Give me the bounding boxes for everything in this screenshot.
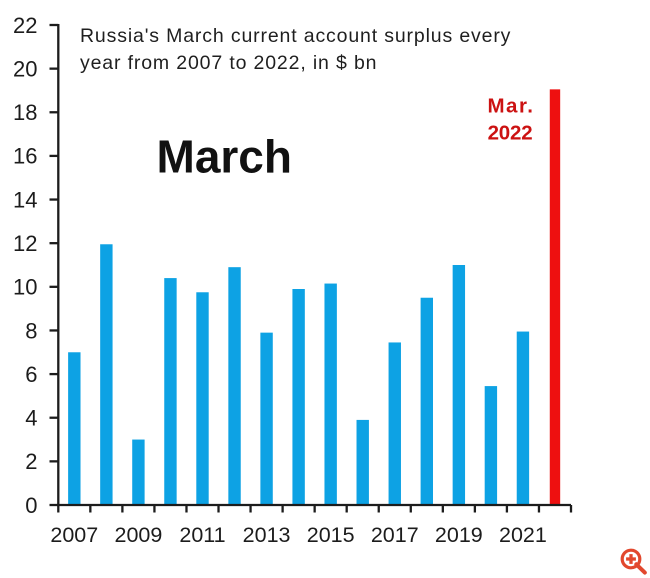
svg-text:14: 14 (13, 187, 37, 212)
svg-text:2007: 2007 (50, 523, 98, 547)
svg-text:March: March (157, 131, 292, 183)
svg-text:16: 16 (13, 144, 37, 169)
svg-text:2017: 2017 (371, 523, 419, 547)
svg-text:4: 4 (25, 406, 37, 431)
svg-text:Russia's March current account: Russia's March current account surplus e… (80, 25, 511, 47)
svg-text:8: 8 (25, 318, 37, 343)
svg-text:22: 22 (13, 13, 37, 38)
svg-text:0: 0 (25, 493, 37, 518)
svg-text:10: 10 (13, 275, 37, 300)
svg-text:12: 12 (13, 231, 37, 256)
svg-text:6: 6 (25, 362, 37, 387)
svg-text:2009: 2009 (114, 523, 162, 547)
svg-text:2: 2 (25, 449, 37, 474)
svg-text:2021: 2021 (499, 523, 547, 547)
svg-text:2013: 2013 (243, 523, 291, 547)
svg-text:2011: 2011 (179, 523, 225, 547)
svg-text:2019: 2019 (435, 523, 483, 547)
svg-text:20: 20 (13, 56, 37, 81)
svg-text:2022: 2022 (488, 122, 533, 145)
svg-text:2015: 2015 (307, 523, 355, 547)
svg-text:18: 18 (13, 100, 37, 125)
svg-text:Mar.: Mar. (487, 95, 534, 118)
svg-text:year from 2007 to 2022, in $ b: year from 2007 to 2022, in $ bn (80, 52, 377, 74)
